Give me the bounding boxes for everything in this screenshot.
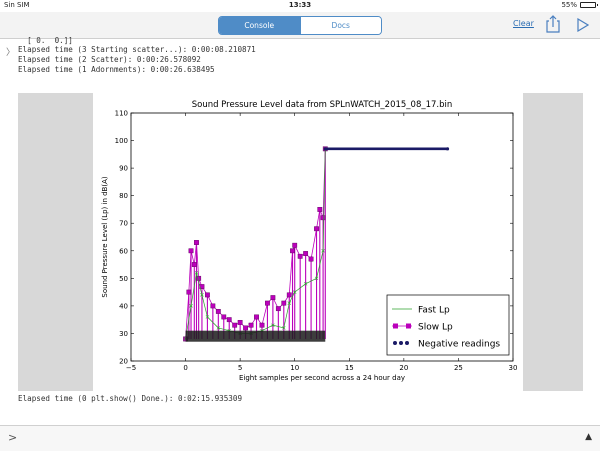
legend-negative-swatch (399, 341, 403, 345)
clock: 13:33 (288, 1, 312, 9)
x-tick-label: 25 (454, 364, 463, 372)
slow-lp-point (259, 322, 265, 328)
y-tick-label: 90 (119, 165, 128, 173)
slow-lp-point (308, 256, 314, 262)
share-icon[interactable] (546, 15, 560, 37)
y-tick-label: 80 (119, 192, 128, 200)
tab-docs[interactable]: Docs (299, 17, 381, 34)
spl-chart: Sound Pressure Level data from SPLnWATCH… (101, 100, 518, 382)
plot-canvas: Sound Pressure Level data from SPLnWATCH… (93, 93, 523, 391)
fast-lp-point (189, 304, 193, 308)
negative-readings-point (445, 147, 450, 151)
fast-lp-point (271, 323, 275, 327)
slow-lp-point (317, 207, 323, 212)
x-tick-label: 0 (183, 364, 187, 372)
x-tick-label: 20 (399, 364, 408, 372)
x-tick-label: 15 (345, 364, 354, 372)
slow-lp-point (254, 314, 259, 320)
slow-lp-point (270, 295, 276, 301)
slow-lp-point (290, 248, 295, 254)
y-tick-label: 20 (119, 358, 128, 366)
console-line: Elapsed time (0 plt.show() Done.): 0:02:… (18, 394, 243, 403)
y-tick-label: 40 (119, 302, 128, 310)
x-tick-label: 30 (509, 364, 518, 372)
clear-button[interactable]: Clear (513, 19, 534, 28)
fast-lp-point (205, 315, 210, 319)
legend-slow-swatch (393, 323, 398, 329)
console-line: Elapsed time (3 Starting scatter...): 0:… (18, 45, 256, 54)
battery-percent: 55% (561, 1, 577, 9)
collapse-chevron-icon[interactable]: 〉 (6, 48, 16, 58)
y-tick-label: 50 (119, 275, 128, 283)
chart-title: Sound Pressure Level data from SPLnWATCH… (192, 100, 453, 110)
legend-negative-swatch (405, 341, 409, 345)
fast-lp-point (314, 276, 319, 281)
slow-lp-point (204, 292, 210, 298)
fast-lp-point (293, 290, 297, 294)
history-up-icon[interactable]: ▲ (585, 432, 592, 442)
view-segmented-control: Console Docs (218, 16, 382, 35)
slow-lp-point (265, 300, 270, 306)
slow-lp-point (191, 262, 197, 267)
fast-lp-point (200, 293, 204, 297)
y-tick-label: 100 (115, 137, 128, 145)
fast-lp-point (216, 326, 221, 330)
x-tick-label: 10 (290, 364, 299, 372)
run-icon[interactable] (577, 17, 590, 36)
y-axis-label: Sound Pressure Level (Lp) in dB(A) (101, 176, 109, 297)
slow-lp-point (221, 314, 227, 320)
slow-lp-point (292, 242, 298, 248)
legend-label: Fast Lp (418, 306, 450, 316)
slow-lp-point (303, 251, 309, 256)
y-tick-label: 60 (119, 247, 128, 255)
slow-lp-point (320, 215, 326, 221)
y-tick-label: 70 (119, 220, 128, 228)
console-line: Elapsed time (1 Adornments): 0:00:26.638… (18, 65, 215, 74)
slow-lp-point (237, 320, 243, 325)
tab-console[interactable]: Console (219, 17, 300, 34)
status-bar: Sin SIM 13:33 55% (0, 0, 600, 12)
negative-readings-point (323, 147, 327, 151)
fast-lp-point (287, 301, 291, 305)
slow-lp-point (226, 317, 232, 323)
slow-lp-point (248, 322, 254, 328)
slow-lp-point (243, 325, 248, 331)
dense-data-band (185, 330, 326, 342)
fast-lp-point (303, 282, 308, 286)
console-line: [ 0. 0.]] (18, 36, 73, 45)
legend-slow-swatch (406, 323, 411, 329)
slow-lp-point (188, 248, 194, 254)
fast-lp-point (321, 249, 325, 253)
prompt-icon: > (8, 431, 18, 444)
slow-lp-point (232, 322, 238, 328)
battery-indicator: 55% (561, 1, 598, 9)
carrier-label: Sin SIM (4, 1, 30, 9)
x-tick-label: −5 (126, 364, 136, 372)
slow-lp-point (275, 306, 281, 312)
slow-lp-point (314, 226, 319, 232)
fast-lp-point (194, 271, 199, 275)
toolbar: Console Docs Clear (0, 12, 600, 39)
input-bar: > ▲ (0, 425, 600, 451)
x-axis-label: Eight samples per second across a 24 hou… (239, 374, 405, 382)
battery-icon (580, 2, 598, 8)
slow-lp-point (194, 240, 199, 245)
y-tick-label: 110 (115, 110, 128, 118)
console-line: Elapsed time (2 Scatter): 0:00:26.578092 (18, 55, 201, 64)
legend-label: Slow Lp (418, 323, 453, 333)
console-input[interactable] (26, 429, 570, 450)
slow-lp-point (297, 253, 303, 259)
legend-label: Negative readings (418, 340, 500, 350)
slow-lp-point (210, 303, 216, 309)
slow-lp-point (286, 292, 292, 298)
y-tick-label: 30 (119, 330, 128, 338)
x-tick-label: 5 (238, 364, 242, 372)
slow-lp-point (186, 289, 192, 295)
legend-negative-swatch (393, 341, 397, 345)
slow-lp-point (281, 300, 287, 306)
fast-lp-point (282, 326, 286, 330)
slow-lp-point (215, 308, 221, 314)
